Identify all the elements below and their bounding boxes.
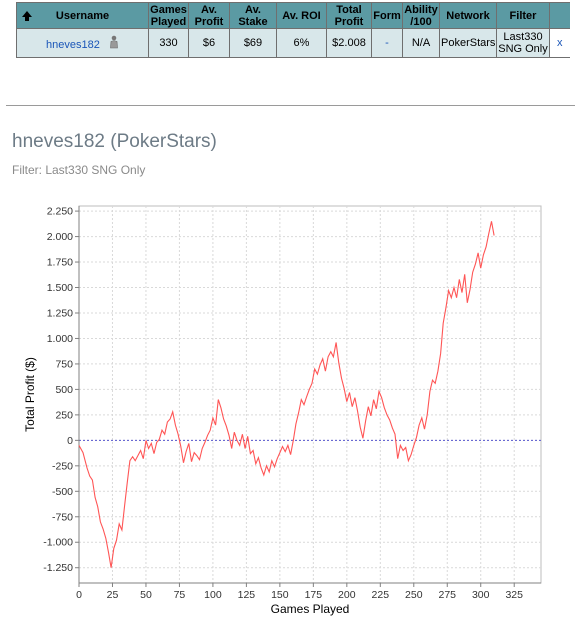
player-figure-icon[interactable] <box>109 35 119 49</box>
y-axis-title: Total Profit ($) <box>23 357 37 432</box>
form-link[interactable]: - <box>385 37 389 49</box>
av-profit-header-line1: Av. <box>201 3 217 16</box>
y-tick-label: 500 <box>55 384 73 396</box>
total-profit-cell: $2.008 <box>326 28 372 58</box>
username-cell: hneves182 <box>16 28 149 58</box>
form-cell: - <box>371 28 403 58</box>
av-roi-cell: 6% <box>276 28 327 58</box>
network-header-label: Network <box>446 9 490 22</box>
total-profit-header-line1: Total <box>336 3 362 16</box>
filter-cell: Last330 SNG Only <box>496 28 550 58</box>
ability-header-line2: /100 <box>410 15 432 28</box>
ability-column-header[interactable]: Ability /100 <box>402 2 440 29</box>
filter-column-header[interactable]: Filter <box>496 2 550 29</box>
y-tick-label: -750 <box>52 511 73 523</box>
x-tick-label: 150 <box>271 589 289 601</box>
username-link[interactable]: hneves182 <box>46 39 100 51</box>
plot-area <box>78 205 542 584</box>
form-column-header[interactable]: Form <box>371 2 403 29</box>
x-tick-label: 225 <box>372 589 390 601</box>
x-tick-label: 100 <box>204 589 222 601</box>
y-tick-label: 0 <box>67 435 73 447</box>
av-roi-header-label: Av. ROI <box>282 9 321 22</box>
av-stake-header-line1: Av. <box>245 3 261 16</box>
x-tick-label: 325 <box>505 589 523 601</box>
y-tick-label: 1.500 <box>47 282 73 294</box>
total-profit-header-line2: Profit <box>334 15 364 28</box>
sort-up-arrow-icon[interactable] <box>21 10 33 22</box>
filter-header-label: Filter <box>509 9 537 22</box>
y-tick-label: 250 <box>55 409 73 421</box>
player-stats-table: Username Games Played Av. Profit Av. Sta… <box>16 2 570 58</box>
y-tick-label: 1.250 <box>47 307 73 319</box>
section-divider <box>6 105 575 106</box>
x-tick-label: 250 <box>405 589 423 601</box>
profit-series-line <box>78 221 495 568</box>
network-cell: PokerStars <box>439 28 497 58</box>
remove-filter-link[interactable]: x <box>557 37 563 49</box>
games-played-column-header[interactable]: Games Played <box>148 2 189 29</box>
y-tick-label: -250 <box>52 460 73 472</box>
x-tick-label: 0 <box>76 589 82 601</box>
filter-description: Filter: Last330 SNG Only <box>12 163 146 177</box>
y-tick-label: 2.000 <box>47 231 73 243</box>
page-title: hneves182 (PokerStars) <box>12 131 217 152</box>
x-tick-label: 125 <box>238 589 256 601</box>
av-profit-cell: $6 <box>188 28 230 58</box>
av-roi-column-header[interactable]: Av. ROI <box>276 2 327 29</box>
profit-chart: 0 25 50 75 100 125 150 175 200 225 250 275 300 325 -1.… <box>23 205 542 616</box>
y-tick-label: 750 <box>55 358 73 370</box>
remove-column-header <box>549 2 570 29</box>
x-tick-label: 200 <box>338 589 356 601</box>
games-played-header-line1: Games <box>150 3 187 16</box>
username-column-header[interactable]: Username <box>16 2 149 29</box>
av-stake-header-line2: Stake <box>238 15 268 28</box>
x-tick-label: 75 <box>174 589 186 601</box>
x-tick-label: 275 <box>438 589 456 601</box>
av-stake-cell: $69 <box>229 28 277 58</box>
username-header-label: Username <box>55 9 110 22</box>
y-tick-label: 1.000 <box>47 333 73 345</box>
y-tick-label: 2.250 <box>47 206 73 218</box>
ability-header-line1: Ability <box>404 3 438 16</box>
table-row: hneves182 330 $6 $69 6% $2.008 - N/A Pok… <box>16 28 570 58</box>
form-header-label: Form <box>373 9 401 22</box>
x-tick-label: 50 <box>140 589 152 601</box>
av-profit-column-header[interactable]: Av. Profit <box>188 2 230 29</box>
remove-cell: x <box>549 28 570 58</box>
total-profit-column-header[interactable]: Total Profit <box>326 2 372 29</box>
ability-cell: N/A <box>402 28 440 58</box>
y-tick-label: -1.000 <box>43 537 73 549</box>
y-tick-label: -500 <box>52 486 73 498</box>
av-stake-column-header[interactable]: Av. Stake <box>229 2 277 29</box>
x-tick-label: 25 <box>107 589 119 601</box>
y-tick-label: 1.750 <box>47 257 73 269</box>
y-tick-label: -1.250 <box>43 562 73 574</box>
x-tick-label: 300 <box>472 589 490 601</box>
games-played-header-line2: Played <box>150 15 187 28</box>
x-axis-title: Games Played <box>271 602 350 616</box>
filter-cell-line1: Last330 <box>503 31 543 43</box>
games-played-cell: 330 <box>148 28 189 58</box>
x-tick-label: 175 <box>305 589 323 601</box>
network-column-header[interactable]: Network <box>439 2 497 29</box>
av-profit-header-line2: Profit <box>194 15 224 28</box>
filter-cell-line2: SNG Only <box>498 43 548 55</box>
